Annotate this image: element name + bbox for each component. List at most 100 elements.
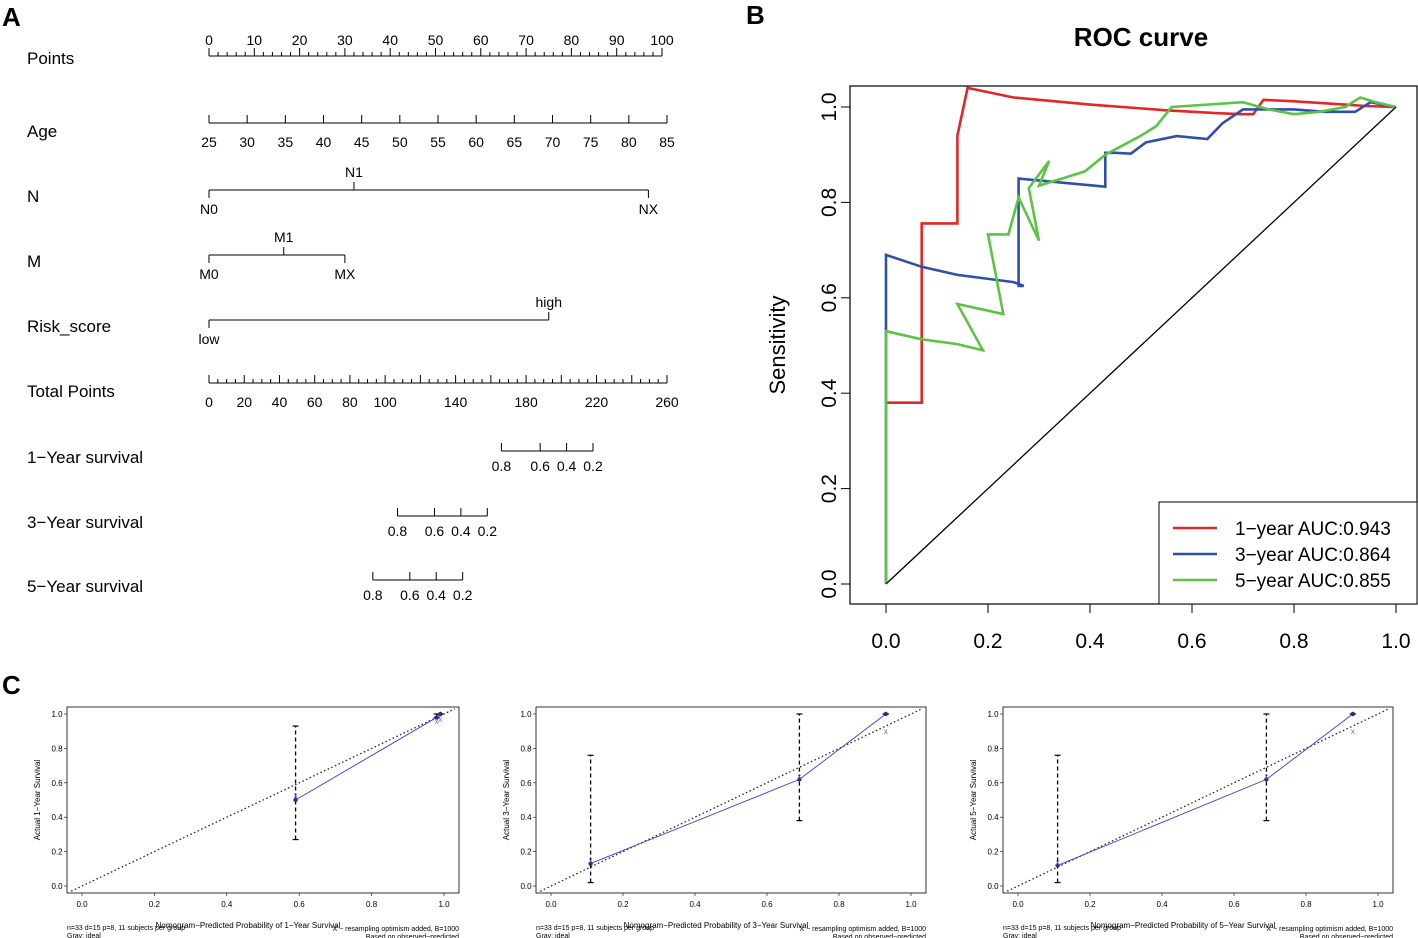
roc-series-5-year-auc-0-855 xyxy=(884,96,1397,584)
age-tick-label: 35 xyxy=(278,134,294,150)
calib-y-tick-label: 0.8 xyxy=(987,744,999,753)
roc-x-tick-label: 0.0 xyxy=(871,630,900,653)
calib-ideal-line xyxy=(70,708,456,892)
calib-x-tick-label: 0.8 xyxy=(366,900,378,909)
calib-x-tick-label: 0.0 xyxy=(545,900,557,909)
calib-note-observed: Based on observed−predicted xyxy=(1300,934,1393,938)
roc-series-3-year-auc-0-864 xyxy=(884,100,1397,584)
calib-x-tick-label: 0.8 xyxy=(1300,900,1312,909)
calib-observed-point xyxy=(588,861,593,866)
calib-observed-point xyxy=(1264,777,1269,782)
row-label-1-year-survival: 1−Year survival xyxy=(27,448,143,467)
row-label-n: N xyxy=(27,187,39,206)
calib-plot-frame xyxy=(1002,706,1394,894)
age-tick-label: 70 xyxy=(545,134,561,150)
calib-y-tick-label: 0.8 xyxy=(520,744,532,753)
age-tick-label: 60 xyxy=(468,134,484,150)
calib-x-tick-label: 0.2 xyxy=(617,900,629,909)
calib-y-tick-label: 0.2 xyxy=(51,848,63,857)
total-tick-label: 100 xyxy=(373,394,397,410)
5-year-survival-tick-label: 0.6 xyxy=(400,587,420,603)
calib-corrected-marker: x xyxy=(589,856,593,865)
calib-note-ideal: Gray: ideal xyxy=(67,933,101,938)
calibration-plot-5-year: 0.0 0.2 0.4 0.6 0.8 1.0 0.0 0.2 0.4 0.6 0.8 1.0 Actu… xyxy=(969,706,1394,938)
row-label-5-year-survival: 5−Year survival xyxy=(27,577,143,596)
1-year-survival-tick-label: 0.4 xyxy=(557,458,577,474)
calib-observed-point xyxy=(1055,863,1060,868)
calib-x-tick-label: 0.8 xyxy=(833,900,845,909)
roc-x-tick-label: 0.4 xyxy=(1075,630,1105,653)
calib-observed-line xyxy=(295,713,441,801)
calib-x-tick-label: 1.0 xyxy=(1372,900,1384,909)
calib-observed-line xyxy=(590,713,887,865)
3-year-survival-tick-label: 0.2 xyxy=(478,523,498,539)
calib-x-axis-label: Nomogram−Predicted Probability of 5−Year… xyxy=(1091,921,1276,930)
roc-legend-label: 3−year AUC:0.864 xyxy=(1235,545,1391,566)
age-tick-label: 80 xyxy=(621,134,637,150)
calib-corrected-marker: x xyxy=(1351,727,1355,736)
3-year-survival-tick-label: 0.4 xyxy=(451,523,471,539)
calib-note-ideal: Gray: ideal xyxy=(536,933,570,938)
5-year-survival-tick-label: 0.2 xyxy=(453,587,473,603)
roc-y-tick-label: 0.6 xyxy=(818,283,841,312)
age-tick-label: 45 xyxy=(354,134,370,150)
total-tick-label: 80 xyxy=(342,394,358,410)
roc-legend-label: 5−year AUC:0.855 xyxy=(1235,571,1391,592)
points-tick-label: 100 xyxy=(650,32,674,48)
calib-corrected-marker: x xyxy=(1056,858,1060,867)
calib-y-tick-label: 0.6 xyxy=(51,779,63,788)
row-label-risk-score: Risk_score xyxy=(27,317,111,336)
nomogram-panel: Points 0 10 20 30 40 50 60 70 80 90 100 Age 25 30 35 40 4… xyxy=(27,32,679,603)
points-tick-label: 0 xyxy=(205,32,213,48)
calibration-plot-1-year: 0.0 0.2 0.4 0.6 0.8 1.0 0.0 0.2 0.4 0.6 0.8 1.0 Actu… xyxy=(33,706,460,938)
n-level-n1: N1 xyxy=(345,164,363,180)
calib-x-tick-label: 0.4 xyxy=(1156,900,1168,909)
calib-x-tick-label: 0.0 xyxy=(1012,900,1024,909)
calib-x-tick-label: 0.6 xyxy=(761,900,773,909)
calib-note-observed: Based on observed−predicted xyxy=(833,934,926,938)
calib-y-axis-label: Actual 3−Year Survival xyxy=(502,760,511,841)
calib-corrected-marker: x xyxy=(438,715,442,724)
row-label-age: Age xyxy=(27,122,57,141)
age-tick-label: 25 xyxy=(201,134,217,150)
points-tick-label: 40 xyxy=(382,32,398,48)
5-year-survival-tick-label: 0.8 xyxy=(363,587,383,603)
calib-ideal-line xyxy=(1006,708,1390,892)
3-year-survival-tick-label: 0.6 xyxy=(425,523,445,539)
calib-y-tick-label: 0.0 xyxy=(987,882,999,891)
panel-letter-a: A xyxy=(2,2,21,32)
roc-reference-diagonal xyxy=(885,106,1397,585)
roc-x-tick-label: 0.6 xyxy=(1177,630,1206,653)
calib-note-ideal: Gray: ideal xyxy=(1003,933,1037,938)
total-tick-label: 20 xyxy=(236,394,252,410)
age-tick-label: 50 xyxy=(392,134,408,150)
points-tick-label: 80 xyxy=(564,32,580,48)
roc-x-tick-label: 0.2 xyxy=(973,630,1002,653)
roc-y-axis-label: Sensitivity xyxy=(765,295,790,394)
roc-plot-frame xyxy=(849,85,1418,605)
calib-x-tick-label: 0.2 xyxy=(149,900,161,909)
calib-y-axis-label: Actual 1−Year Survival xyxy=(33,760,42,841)
age-tick-label: 65 xyxy=(507,134,523,150)
roc-panel: ROC curve 0.0 0.2 0.4 0.6 0.8 1.0 0.0 0.2 0.4 0.6 0… xyxy=(765,22,1418,653)
calib-x-tick-label: 0.4 xyxy=(221,900,233,909)
risk-score-level-high: high xyxy=(536,294,562,310)
calib-x-tick-label: 0.0 xyxy=(76,900,88,909)
row-label-total-points: Total Points xyxy=(27,382,115,401)
1-year-survival-tick-label: 0.8 xyxy=(492,458,512,474)
calib-y-tick-label: 0.6 xyxy=(520,779,532,788)
points-tick-label: 90 xyxy=(609,32,625,48)
calib-y-tick-label: 0.2 xyxy=(520,848,532,857)
calib-y-tick-label: 0.2 xyxy=(987,848,999,857)
points-tick-label: 60 xyxy=(473,32,489,48)
n-level-n0: N0 xyxy=(200,201,218,217)
m-level-m0: M0 xyxy=(199,266,219,282)
calib-note-subjects: n=33 d=15 p=8, 11 subjects per group xyxy=(67,925,185,932)
calib-y-tick-label: 1.0 xyxy=(520,710,532,719)
panel-letter-c: C xyxy=(2,670,21,700)
calib-y-tick-label: 0.4 xyxy=(987,813,999,822)
calib-y-tick-label: 1.0 xyxy=(987,710,999,719)
row-label-points: Points xyxy=(27,49,74,68)
calib-x-tick-label: 1.0 xyxy=(438,900,450,909)
